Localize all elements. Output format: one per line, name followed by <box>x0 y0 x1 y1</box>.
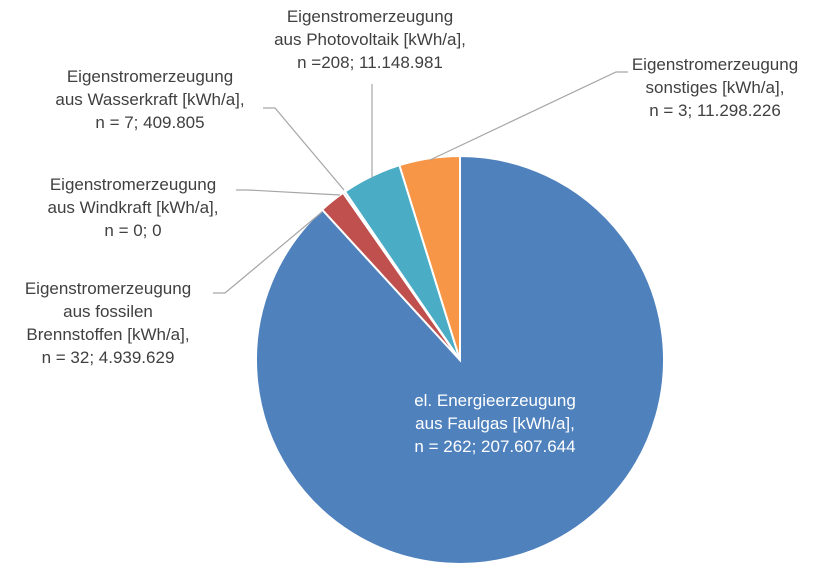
label-line: Eigenstromerzeugung <box>50 175 216 194</box>
value-label: 11.298.226 <box>692 101 781 120</box>
label-line: Brennstoffen [kWh/a], <box>26 325 189 344</box>
n-label: n = 7; <box>95 113 138 132</box>
n-label: n =208; <box>297 53 354 72</box>
data-label: Eigenstromerzeugung sonstiges [kWh/a], n =… <box>632 55 798 120</box>
label-line: Eigenstromerzeugung <box>67 67 233 86</box>
label-line: Eigenstromerzeugung <box>632 55 798 74</box>
value-label: 207.607.644 <box>476 437 575 456</box>
data-label: el. Energieerzeugung aus Faulgas [kWh/a],… <box>414 391 576 456</box>
value-label: 4.939.629 <box>94 348 174 367</box>
label-line: aus Windkraft [kWh/a], <box>48 198 219 217</box>
label-line: aus Faulgas [kWh/a], <box>415 414 575 433</box>
leader-lines <box>213 71 628 294</box>
data-label: Eigenstromerzeugung aus fossilen Brennstof… <box>25 279 191 367</box>
data-label: Eigenstromerzeugung aus Windkraft [kWh/a]… <box>48 175 219 240</box>
data-labels: el. Energieerzeugung aus Faulgas [kWh/a],… <box>25 7 798 456</box>
n-label: n = 0; <box>104 221 147 240</box>
label-line: Eigenstromerzeugung <box>287 7 453 26</box>
n-label: n = 262; <box>414 437 476 456</box>
leader-line <box>236 189 341 196</box>
leader-line <box>263 107 345 191</box>
leader-line <box>213 211 323 294</box>
pie <box>255 154 665 564</box>
label-line: el. Energieerzeugung <box>414 391 576 410</box>
pie-slice <box>398 154 461 361</box>
label-line: aus Photovoltaik [kWh/a], <box>274 30 466 49</box>
value-label: 0 <box>147 221 161 240</box>
data-label: Eigenstromerzeugung aus Wasserkraft [kWh/… <box>55 67 244 132</box>
value-label: 409.805 <box>138 113 204 132</box>
leader-line <box>429 71 628 161</box>
label-line: Eigenstromerzeugung <box>25 279 191 298</box>
label-line: aus fossilen <box>63 302 153 321</box>
data-label: Eigenstromerzeugung aus Photovoltaik [kWh… <box>274 7 466 72</box>
n-label: n = 3; <box>649 101 692 120</box>
label-line: sonstiges [kWh/a], <box>646 78 785 97</box>
label-line: aus Wasserkraft [kWh/a], <box>55 90 244 109</box>
value-label: 11.148.981 <box>354 53 443 72</box>
n-label: n = 32; <box>42 348 94 367</box>
